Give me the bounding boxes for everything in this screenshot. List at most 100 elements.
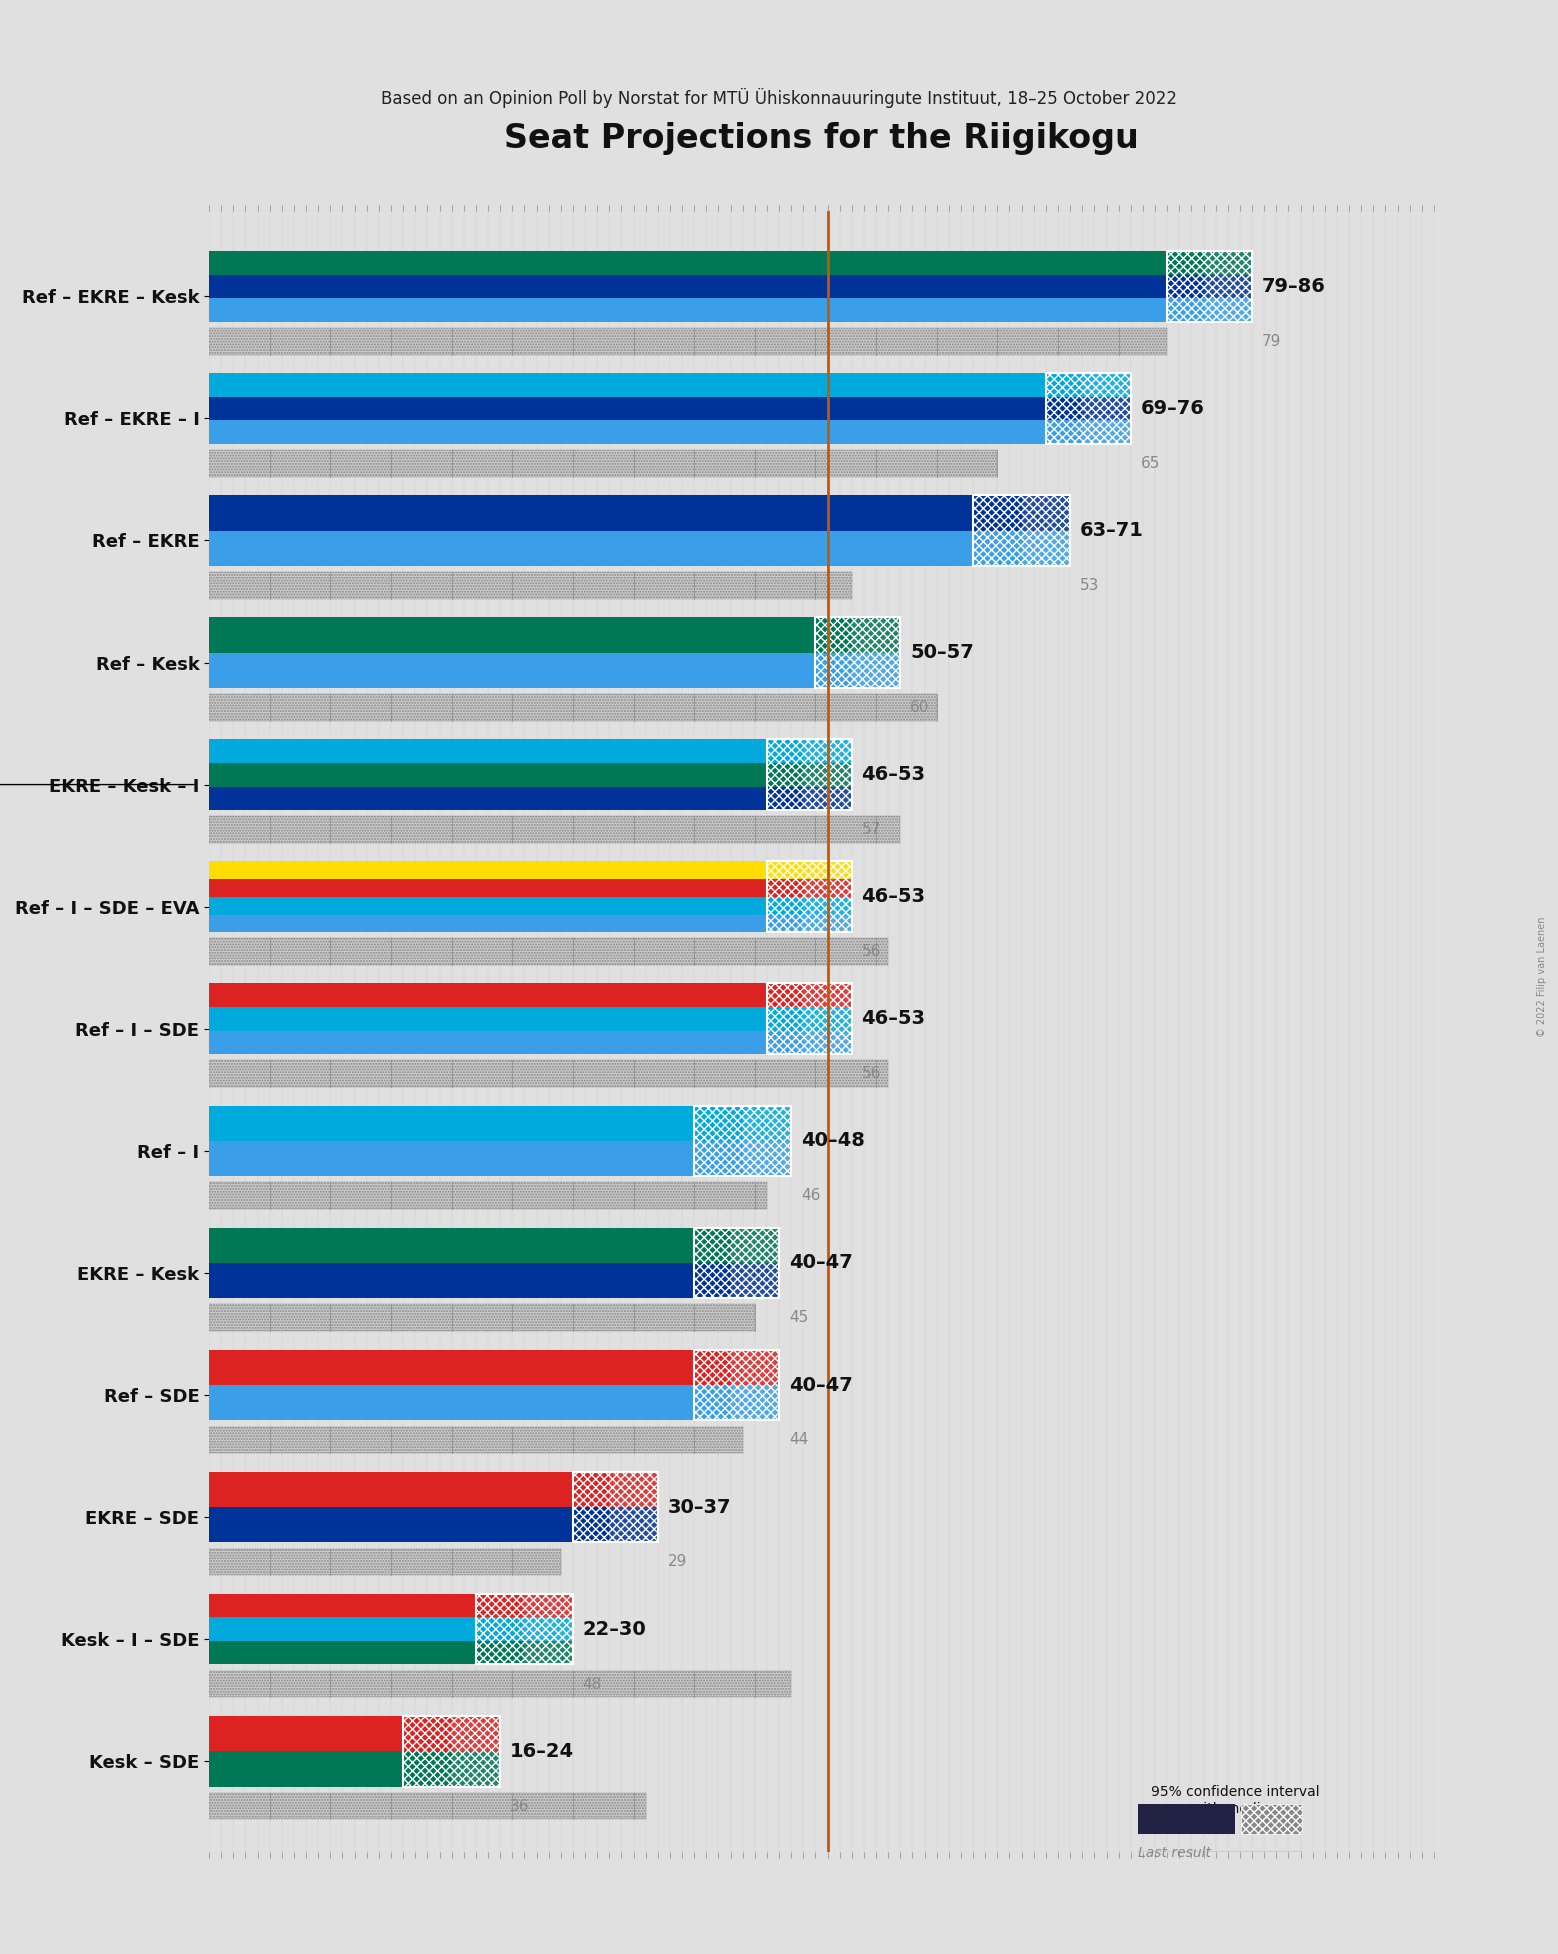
Text: Based on an Opinion Poll by Norstat for MTÜ Ühiskonnauuringute Instituut, 18–25 : Based on an Opinion Poll by Norstat for … — [382, 88, 1176, 107]
Bar — [695, 1262, 779, 1297]
Text: 46–53: 46–53 — [862, 766, 925, 784]
Bar — [209, 1305, 754, 1331]
Bar — [815, 653, 901, 688]
Bar — [209, 1305, 754, 1331]
Bar — [1167, 276, 1253, 299]
Bar — [209, 449, 997, 477]
Text: 65: 65 — [1140, 455, 1159, 471]
Bar — [767, 1006, 852, 1030]
Bar — [1139, 1852, 1302, 1878]
Bar — [209, 1471, 609, 1507]
Bar — [209, 494, 1022, 531]
Bar — [1167, 252, 1253, 276]
Bar — [1045, 397, 1131, 420]
Text: 36: 36 — [509, 1798, 530, 1813]
Bar — [767, 897, 852, 914]
Bar — [767, 879, 852, 897]
Bar — [209, 1061, 888, 1086]
Bar — [209, 276, 1203, 299]
Bar — [815, 617, 901, 688]
Bar — [695, 1106, 791, 1141]
Bar — [209, 1141, 743, 1176]
Bar — [1167, 299, 1253, 322]
Text: 46–53: 46–53 — [862, 887, 925, 907]
Bar — [767, 762, 852, 787]
Bar — [1242, 1804, 1302, 1835]
Bar — [209, 573, 852, 600]
Bar — [695, 1141, 791, 1176]
Text: 50–57: 50–57 — [910, 643, 974, 662]
Bar — [815, 617, 901, 653]
Bar — [695, 1227, 779, 1262]
Bar — [404, 1716, 500, 1751]
Bar — [974, 494, 1070, 567]
Bar — [209, 739, 804, 762]
Bar — [209, 1792, 645, 1819]
Bar — [209, 1426, 743, 1454]
Bar — [815, 617, 901, 653]
Bar — [209, 1550, 561, 1575]
Bar — [767, 914, 852, 932]
Bar — [209, 1030, 804, 1055]
Bar — [573, 1507, 657, 1542]
Bar — [209, 1006, 804, 1030]
Bar — [695, 1106, 791, 1176]
Bar — [209, 1106, 743, 1141]
Bar — [475, 1594, 573, 1618]
Bar — [1167, 276, 1253, 299]
Text: Last result: Last result — [1139, 1847, 1211, 1860]
Bar — [695, 1350, 779, 1421]
Bar — [695, 1106, 791, 1141]
Bar — [209, 1350, 731, 1385]
Bar — [209, 531, 1022, 567]
Text: 60: 60 — [910, 700, 930, 715]
Bar — [209, 817, 901, 842]
Text: 45: 45 — [788, 1311, 809, 1325]
Bar — [767, 862, 852, 932]
Bar — [767, 879, 852, 897]
Text: 40–48: 40–48 — [801, 1131, 865, 1151]
Bar — [209, 617, 852, 653]
Bar — [695, 1385, 779, 1421]
Bar — [1139, 1804, 1235, 1835]
Text: 56: 56 — [862, 944, 880, 959]
Bar — [209, 1594, 525, 1618]
Bar — [767, 862, 852, 879]
Text: 56: 56 — [862, 1067, 880, 1081]
Bar — [974, 494, 1070, 531]
Text: 57: 57 — [862, 823, 880, 836]
Bar — [209, 1792, 645, 1819]
Bar — [1045, 373, 1131, 397]
Bar — [767, 983, 852, 1006]
Text: 46–53: 46–53 — [862, 1010, 925, 1028]
Bar — [767, 739, 852, 762]
Text: 46: 46 — [801, 1188, 820, 1204]
Bar — [404, 1716, 500, 1786]
Bar — [573, 1507, 657, 1542]
Bar — [767, 787, 852, 811]
Bar — [209, 897, 804, 914]
Bar — [209, 1507, 609, 1542]
Bar — [475, 1594, 573, 1618]
Bar — [209, 1262, 731, 1297]
Bar — [209, 983, 804, 1006]
Bar — [209, 252, 1203, 276]
Bar — [1045, 420, 1131, 444]
Bar — [974, 494, 1070, 531]
Bar — [209, 1182, 767, 1210]
Bar — [767, 1030, 852, 1055]
Bar — [209, 914, 804, 932]
Bar — [209, 694, 936, 721]
Bar — [767, 862, 852, 879]
Bar — [209, 1426, 743, 1454]
Bar — [1167, 252, 1253, 322]
Bar — [695, 1350, 779, 1385]
Bar — [209, 1618, 525, 1641]
Bar — [209, 328, 1167, 356]
Bar — [1045, 420, 1131, 444]
Bar — [404, 1751, 500, 1786]
Bar — [767, 983, 852, 1055]
Bar — [209, 1385, 731, 1421]
Bar — [767, 1030, 852, 1055]
Text: 16–24: 16–24 — [509, 1741, 573, 1761]
